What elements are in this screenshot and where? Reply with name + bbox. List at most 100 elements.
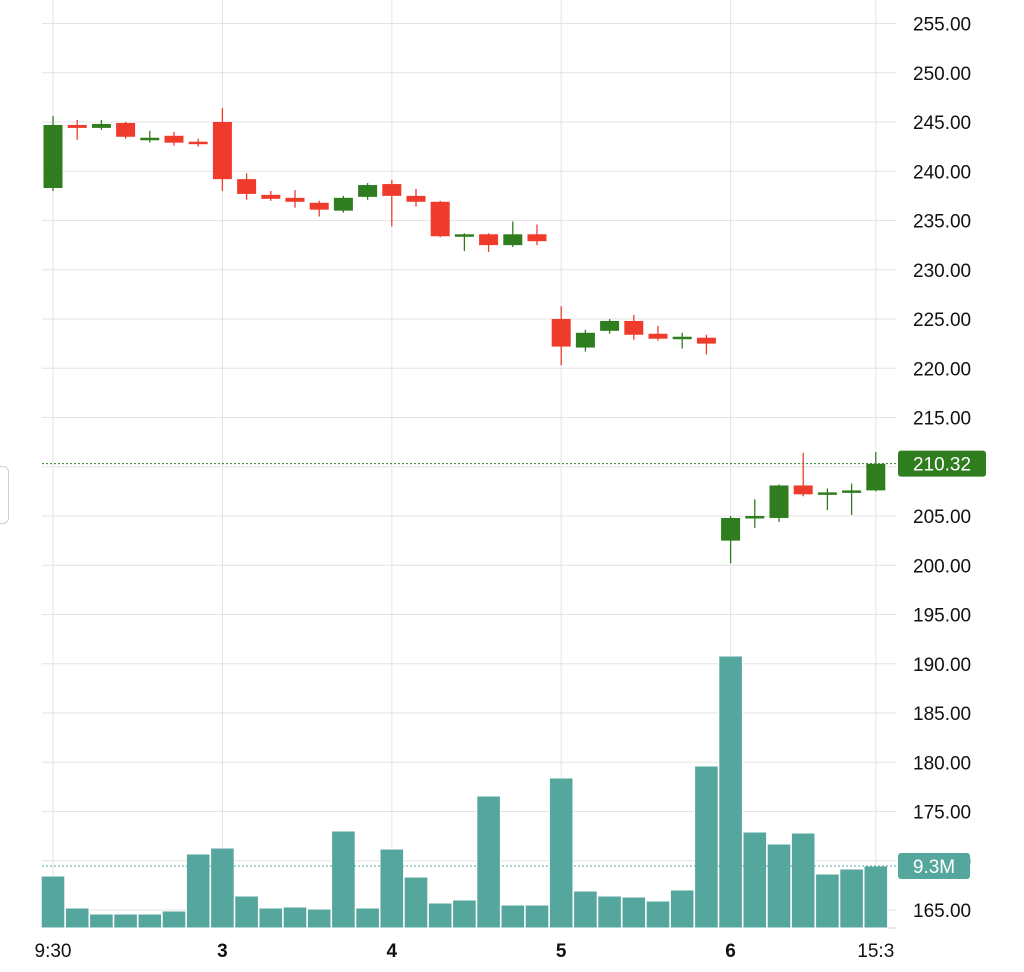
volume-bar — [185, 853, 211, 929]
candle-body — [140, 137, 160, 141]
volume-bar — [306, 908, 332, 929]
volume-bar — [427, 902, 453, 929]
candle-body — [67, 124, 87, 128]
price-tick-label: 180.00 — [913, 753, 971, 774]
candle-body — [212, 122, 232, 180]
candle-body — [43, 124, 63, 188]
volume-bar — [161, 910, 187, 929]
last-price-tag — [898, 450, 986, 477]
volume-bar — [210, 847, 235, 929]
candle-body — [551, 319, 571, 347]
candle-body — [382, 184, 402, 196]
candle-body — [237, 179, 257, 194]
candle-body — [333, 197, 353, 211]
volume-bars — [40, 655, 889, 929]
volume-bar — [89, 913, 114, 929]
price-tick-label: 165.00 — [913, 901, 971, 922]
candle-body — [624, 320, 644, 335]
candle-body — [575, 332, 595, 348]
candle-body — [503, 234, 523, 246]
last-price-label: 210.32 — [913, 455, 971, 476]
volume-bar — [40, 875, 66, 929]
candle-body — [866, 463, 886, 491]
candle-body — [527, 234, 547, 242]
volume-bar — [645, 900, 671, 929]
time-tick-label: 6 — [725, 941, 736, 962]
price-tick-label: 245.00 — [913, 113, 971, 134]
candle-body — [91, 123, 111, 128]
volume-bar — [621, 896, 647, 929]
candle-body — [672, 336, 692, 340]
volume-bar — [282, 906, 308, 929]
reference-lines — [42, 463, 896, 867]
price-tick-label: 215.00 — [913, 409, 971, 430]
candle-body — [116, 122, 136, 137]
candle-body — [430, 201, 450, 237]
price-tick-label: 235.00 — [913, 212, 971, 233]
price-tick-label: 230.00 — [913, 261, 971, 282]
candle-body — [261, 194, 281, 199]
time-tick-label: 3 — [217, 941, 228, 962]
time-tick-label: 9:30 — [35, 941, 72, 962]
price-tick-label: 195.00 — [913, 606, 971, 627]
volume-bar — [573, 890, 598, 929]
volume-bar — [718, 655, 743, 929]
candle-body — [285, 197, 305, 202]
candle-body — [842, 490, 862, 493]
price-tick-label: 240.00 — [913, 162, 971, 183]
last-volume-label: 9.3M — [913, 857, 955, 878]
volume-bar — [500, 904, 526, 929]
volume-bar — [64, 907, 90, 929]
price-tick-label: 175.00 — [913, 803, 971, 824]
candle-body — [309, 202, 329, 210]
candle-body — [721, 517, 741, 541]
volume-bar — [476, 795, 501, 929]
price-tick-label: 225.00 — [913, 310, 971, 331]
volume-bar — [452, 899, 477, 929]
value-tags: 210.32 9.3M — [898, 450, 986, 879]
volume-bar — [742, 831, 768, 929]
candles — [43, 108, 886, 564]
volume-bar — [258, 907, 284, 929]
volume-bar — [790, 832, 816, 929]
price-tick-label: 250.00 — [913, 64, 971, 85]
volume-bar — [524, 904, 550, 929]
price-tick-label: 190.00 — [913, 655, 971, 676]
candle-body — [745, 516, 765, 519]
price-tick-label: 220.00 — [913, 359, 971, 380]
candle-body — [648, 333, 668, 339]
volume-bar — [403, 876, 429, 929]
side-panel-handle[interactable] — [0, 466, 9, 524]
candle-body — [406, 195, 426, 202]
time-tick-label: 4 — [387, 941, 398, 962]
time-tick-label: 15:3 — [857, 941, 894, 962]
volume-bar — [234, 895, 259, 929]
price-tick-label: 200.00 — [913, 556, 971, 577]
volume-bar — [355, 907, 380, 929]
candle-body — [188, 141, 208, 145]
candle-body — [479, 234, 499, 246]
candle-body — [454, 234, 474, 237]
volume-bar — [597, 895, 622, 929]
last-volume-tag — [898, 853, 970, 879]
volume-bar — [694, 765, 719, 929]
candle-body — [793, 485, 813, 495]
volume-bar — [548, 777, 574, 929]
candle-body — [696, 337, 716, 344]
price-tick-label: 185.00 — [913, 704, 971, 725]
volume-bar — [766, 843, 792, 929]
volume-bar — [863, 865, 889, 929]
volume-bar — [669, 889, 695, 929]
volume-bar — [113, 913, 138, 929]
candle-body — [600, 320, 620, 331]
candle-body — [769, 485, 789, 518]
volume-bar — [137, 913, 163, 929]
candle-body — [164, 135, 184, 143]
volume-bar — [331, 830, 356, 929]
price-tick-label: 255.00 — [913, 15, 971, 36]
candle-body — [817, 492, 837, 495]
time-tick-label: 5 — [556, 941, 567, 962]
volume-bar — [379, 848, 405, 929]
